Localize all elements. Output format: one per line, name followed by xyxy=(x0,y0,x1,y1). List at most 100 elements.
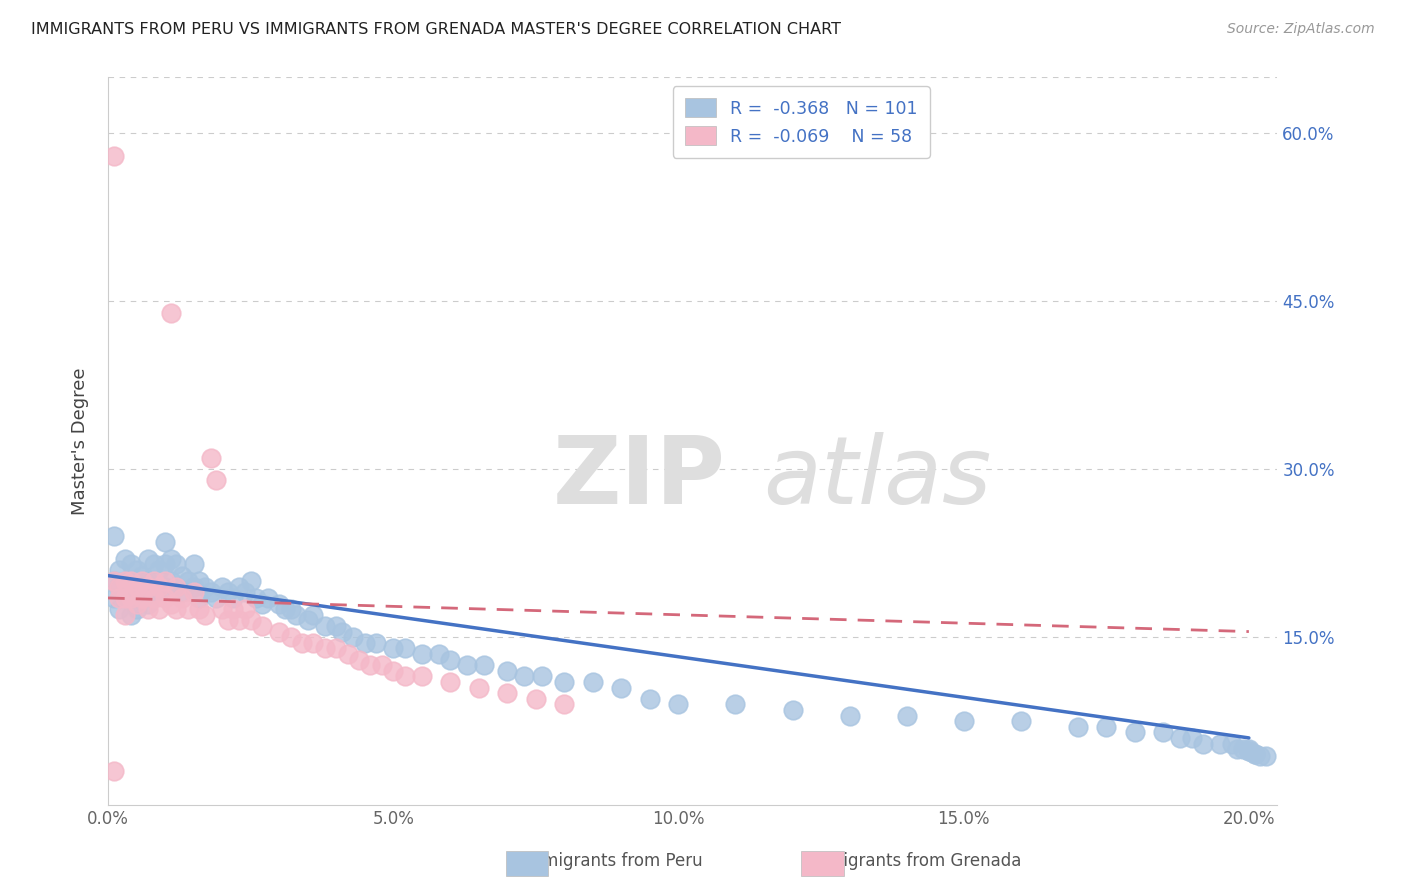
Point xyxy=(159,597,181,611)
Point xyxy=(103,149,125,163)
Point xyxy=(148,580,170,594)
Point xyxy=(125,580,148,594)
Point xyxy=(1170,731,1192,745)
Point xyxy=(114,591,136,605)
Point xyxy=(1220,737,1243,751)
Point xyxy=(120,558,142,572)
Point xyxy=(222,591,245,605)
Point xyxy=(668,698,690,712)
Point xyxy=(217,613,239,627)
Point xyxy=(952,714,974,728)
Point xyxy=(1237,744,1260,758)
Point xyxy=(125,580,148,594)
Point xyxy=(782,703,804,717)
Point xyxy=(153,535,176,549)
Point xyxy=(1237,742,1260,756)
Point xyxy=(165,602,187,616)
Point xyxy=(228,613,250,627)
Point xyxy=(142,591,165,605)
Point xyxy=(211,602,233,616)
Point xyxy=(353,636,375,650)
Point xyxy=(233,602,256,616)
Point xyxy=(336,647,359,661)
Point xyxy=(239,613,262,627)
Point xyxy=(302,607,325,622)
Point xyxy=(153,591,176,605)
Point xyxy=(183,558,205,572)
Text: Immigrants from Peru: Immigrants from Peru xyxy=(520,852,703,870)
Point xyxy=(142,574,165,589)
Point xyxy=(148,580,170,594)
Point xyxy=(114,591,136,605)
Point xyxy=(108,580,131,594)
Point xyxy=(496,664,519,678)
Point xyxy=(148,563,170,577)
Point xyxy=(297,613,319,627)
Point xyxy=(371,658,394,673)
Point xyxy=(200,451,222,466)
Point xyxy=(269,624,291,639)
Point xyxy=(165,580,187,594)
Point xyxy=(153,580,176,594)
Point xyxy=(172,585,194,599)
Legend: R =  -0.368   N = 101, R =  -0.069    N = 58: R = -0.368 N = 101, R = -0.069 N = 58 xyxy=(672,87,929,158)
Point xyxy=(439,652,461,666)
Point xyxy=(153,574,176,589)
Point xyxy=(291,636,314,650)
Point xyxy=(131,591,153,605)
Point xyxy=(838,708,860,723)
Point xyxy=(274,602,297,616)
Point xyxy=(724,698,747,712)
Point xyxy=(314,641,336,656)
Text: ZIP: ZIP xyxy=(553,432,725,524)
Point xyxy=(177,574,200,589)
Point xyxy=(114,607,136,622)
Point xyxy=(194,580,217,594)
Point xyxy=(1243,747,1265,761)
Point xyxy=(159,305,181,319)
Point xyxy=(114,574,136,589)
Point xyxy=(120,591,142,605)
Point xyxy=(183,580,205,594)
Point xyxy=(136,597,159,611)
Point xyxy=(269,597,291,611)
Point xyxy=(142,558,165,572)
Point xyxy=(250,597,273,611)
Point xyxy=(188,602,211,616)
Point xyxy=(131,591,153,605)
Point xyxy=(205,474,228,488)
Point xyxy=(250,619,273,633)
Point xyxy=(314,619,336,633)
Text: IMMIGRANTS FROM PERU VS IMMIGRANTS FROM GRENADA MASTER'S DEGREE CORRELATION CHAR: IMMIGRANTS FROM PERU VS IMMIGRANTS FROM … xyxy=(31,22,841,37)
Point xyxy=(200,585,222,599)
Point xyxy=(1237,744,1260,758)
Point xyxy=(427,647,450,661)
Point xyxy=(553,675,575,690)
Point xyxy=(188,574,211,589)
Point xyxy=(474,658,496,673)
Point xyxy=(222,602,245,616)
Text: atlas: atlas xyxy=(763,432,991,523)
Point xyxy=(359,658,381,673)
Point xyxy=(394,669,416,683)
Point xyxy=(1123,725,1146,739)
Point xyxy=(205,591,228,605)
Point xyxy=(1067,720,1090,734)
Point xyxy=(103,574,125,589)
Point xyxy=(165,558,187,572)
Point xyxy=(153,558,176,572)
Point xyxy=(103,529,125,543)
Point xyxy=(610,681,633,695)
Point xyxy=(125,597,148,611)
Point xyxy=(325,641,347,656)
Point xyxy=(217,585,239,599)
Point xyxy=(194,607,217,622)
Point xyxy=(330,624,353,639)
Point xyxy=(136,602,159,616)
Point xyxy=(142,585,165,599)
Point xyxy=(131,568,153,582)
Point xyxy=(325,619,347,633)
Point xyxy=(411,669,433,683)
Point xyxy=(120,574,142,589)
Point xyxy=(364,636,387,650)
